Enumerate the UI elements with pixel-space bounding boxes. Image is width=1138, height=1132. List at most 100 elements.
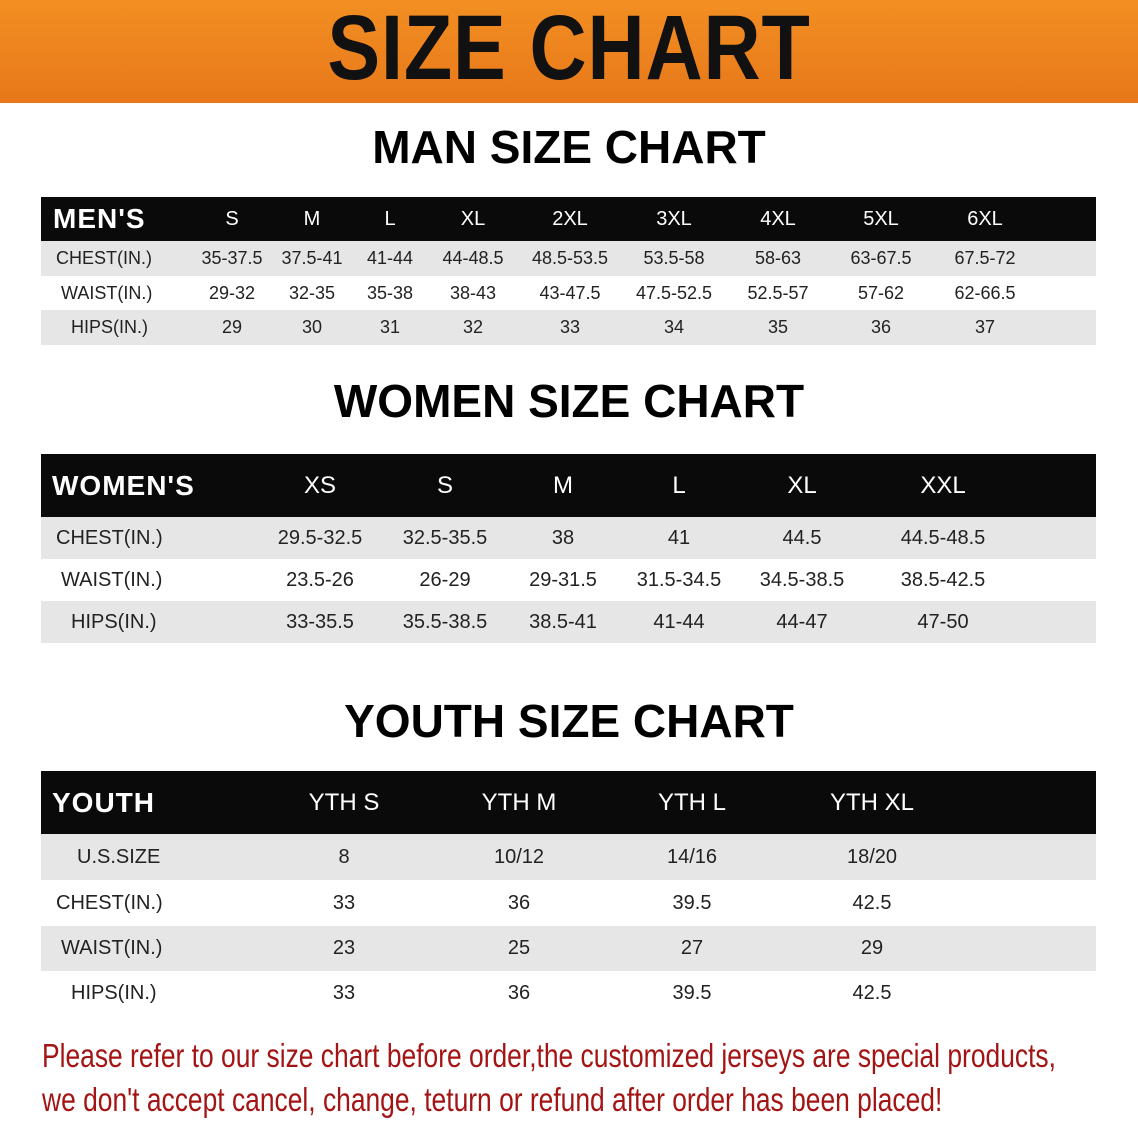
- measurement-value: 44-48.5: [442, 248, 504, 268]
- measurement-value: 36: [507, 891, 531, 914]
- table-row: HIPS(IN.) 29 30 31 32 33 34 35 36 37: [41, 310, 1096, 345]
- size-header-cell: YTH XL: [829, 788, 915, 816]
- measurement-label: HIPS(IN.): [71, 610, 157, 633]
- measurement-value: 29.5-32.5: [277, 526, 363, 549]
- measurement-value: 18/20: [846, 845, 898, 868]
- size-header-cell: M: [303, 207, 321, 230]
- table-row: WAIST(IN.) 23 25 27 29: [41, 926, 1096, 971]
- measurement-value: 34.5-38.5: [759, 568, 845, 591]
- measurement-value: 42.5: [852, 982, 892, 1004]
- measurement-value: 33: [332, 891, 356, 914]
- measurement-label: CHEST(IN.): [56, 891, 163, 914]
- measurement-value: 38-43: [449, 282, 497, 303]
- policy-note-line-2: we don't accept cancel, change, teturn o…: [42, 1081, 943, 1118]
- measurement-label: WAIST(IN.): [61, 568, 163, 591]
- table-row: CHEST(IN.) 29.5-32.5 32.5-35.5 38 41 44.5 44.5…: [41, 517, 1096, 559]
- measurement-value: 48.5-53.5: [531, 248, 609, 268]
- measurement-value: 53.5-58: [643, 248, 705, 268]
- measurement-label: HIPS(IN.): [71, 317, 149, 337]
- table-title-cell: WOMEN'S: [52, 469, 195, 501]
- size-header-cell: 6XL: [967, 207, 1003, 230]
- measurement-value: 41-44: [653, 610, 705, 633]
- measurement-value: 35-38: [366, 282, 414, 303]
- measurement-label: WAIST(IN.): [61, 282, 153, 303]
- measurement-label: CHEST(IN.): [56, 248, 152, 268]
- size-header-cell: XL: [460, 207, 486, 230]
- table-row: HIPS(IN.) 33 36 39.5 42.5: [41, 971, 1096, 1016]
- measurement-value: 35.5-38.5: [402, 610, 488, 633]
- policy-note-line-1: Please refer to our size chart before or…: [42, 1037, 1056, 1074]
- size-header-cell: S: [225, 207, 239, 230]
- measurement-value: 42.5: [852, 891, 892, 914]
- women-size-table: WOMEN'S XS S M L XL XXL CHEST(IN.) 29.5-32.5 32.5…: [41, 454, 1096, 643]
- measurement-value: 35-37.5: [201, 248, 263, 268]
- youth-size-table: YOUTH YTH S YTH M YTH L YTH XL U.S.SIZE 8 10/12…: [41, 771, 1096, 1016]
- size-header-cell: 4XL: [760, 207, 796, 230]
- measurement-value: 31: [379, 317, 401, 337]
- youth-section-title: YOUTH SIZE CHART: [344, 695, 794, 747]
- header-row: MEN'S S M L XL 2XL 3XL 4XL 5XL 6XL: [41, 197, 1096, 241]
- measurement-value: 29: [221, 317, 243, 337]
- measurement-label: U.S.SIZE: [77, 845, 161, 868]
- size-header-cell: XL: [787, 471, 817, 499]
- size-header-cell: L: [672, 471, 686, 499]
- measurement-value: 57-62: [857, 282, 905, 303]
- size-header-cell: S: [436, 471, 453, 499]
- size-header-cell: XXL: [920, 471, 966, 499]
- table-row: WAIST(IN.) 23.5-26 26-29 29-31.5 31.5-34.5 34…: [41, 559, 1096, 601]
- table-row: HIPS(IN.) 33-35.5 35.5-38.5 38.5-41 41-44 44-…: [41, 601, 1096, 643]
- header-row: YOUTH YTH S YTH M YTH L YTH XL: [41, 771, 1096, 834]
- measurement-value: 44.5: [782, 526, 822, 549]
- measurement-value: 38: [551, 526, 575, 549]
- measurement-value: 33-35.5: [286, 610, 354, 633]
- measurement-value: 27: [680, 937, 704, 959]
- table-title-cell: MEN'S: [53, 203, 146, 234]
- measurement-value: 44.5-48.5: [900, 526, 986, 549]
- measurement-value: 37.5-41: [281, 248, 343, 268]
- measurement-value: 34: [663, 317, 685, 337]
- measurement-value: 31.5-34.5: [636, 568, 722, 591]
- measurement-value: 62-66.5: [954, 282, 1016, 303]
- measurement-label: WAIST(IN.): [61, 937, 163, 959]
- measurement-value: 23: [332, 937, 356, 959]
- size-header-cell: YTH S: [308, 788, 380, 816]
- measurement-value: 14/16: [666, 845, 718, 868]
- table-title-cell: YOUTH: [52, 786, 155, 818]
- measurement-label: CHEST(IN.): [56, 526, 163, 549]
- measurement-value: 67.5-72: [954, 248, 1016, 268]
- banner: SIZE CHART: [0, 0, 1138, 103]
- measurement-value: 38.5-41: [529, 610, 597, 633]
- measurement-value: 41-44: [366, 248, 414, 268]
- women-section-title: WOMEN SIZE CHART: [333, 375, 805, 427]
- measurement-value: 35: [767, 317, 789, 337]
- size-header-cell: M: [553, 471, 573, 499]
- measurement-value: 26-29: [419, 568, 471, 591]
- men-section-title: MAN SIZE CHART: [372, 121, 766, 173]
- measurement-value: 29: [860, 937, 884, 959]
- table-row: WAIST(IN.) 29-32 32-35 35-38 38-43 43-47.5 47.…: [41, 276, 1096, 310]
- measurement-value: 47-50: [917, 610, 969, 633]
- measurement-value: 32-35: [288, 282, 336, 303]
- table-row: CHEST(IN.) 33 36 39.5 42.5: [41, 880, 1096, 926]
- measurement-value: 29-31.5: [529, 568, 597, 591]
- size-header-cell: 2XL: [552, 207, 588, 230]
- measurement-value: 33: [559, 317, 581, 337]
- measurement-value: 32.5-35.5: [402, 526, 488, 549]
- measurement-value: 39.5: [672, 982, 712, 1004]
- men-size-table: MEN'S S M L XL 2XL 3XL 4XL 5XL 6XL CHEST(IN.) 35-37…: [41, 197, 1096, 345]
- size-header-cell: YTH M: [481, 788, 557, 816]
- measurement-value: 43-47.5: [539, 282, 601, 303]
- table-row: U.S.SIZE 8 10/12 14/16 18/20: [41, 834, 1096, 880]
- measurement-label: HIPS(IN.): [71, 982, 157, 1004]
- header-row: WOMEN'S XS S M L XL XXL: [41, 454, 1096, 517]
- measurement-value: 10/12: [493, 845, 545, 868]
- size-header-cell: 5XL: [863, 207, 899, 230]
- measurement-value: 52.5-57: [747, 282, 809, 303]
- measurement-value: 44-47: [776, 610, 828, 633]
- measurement-value: 36: [507, 982, 531, 1004]
- measurement-value: 36: [870, 317, 892, 337]
- measurement-value: 39.5: [672, 891, 712, 914]
- measurement-value: 23.5-26: [286, 568, 354, 591]
- size-header-cell: L: [384, 207, 396, 230]
- measurement-value: 38.5-42.5: [900, 568, 986, 591]
